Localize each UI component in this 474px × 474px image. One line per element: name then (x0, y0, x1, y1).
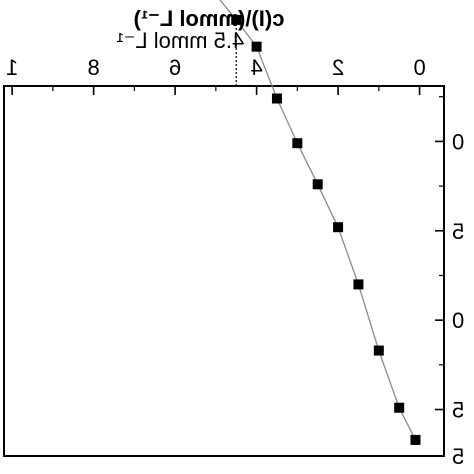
data-point-marker (373, 345, 384, 356)
data-point-marker (394, 402, 405, 413)
x-tick-label: 4 (250, 55, 262, 80)
mirrored-chart-group: 0 2 4 6 8 1 5 0 5 0 5 4.5 mmol L⁻¹ c(I)\(mmol L⁻¹… (3, 0, 464, 469)
y-tick-label: 0 (452, 308, 464, 333)
x-tick-label: 1 (6, 55, 18, 80)
annotation-label: 4.5 mmol L⁻¹ (116, 28, 244, 53)
x-axis-ticks: 0 2 4 6 8 1 (6, 55, 426, 95)
x-tick-label: 0 (413, 55, 425, 80)
data-point-marker (333, 222, 344, 233)
x-tick-label: 8 (88, 55, 100, 80)
y-tick-label: 5 (452, 398, 464, 423)
x-tick-label: 6 (169, 55, 181, 80)
y-tick-label: 5 (452, 444, 464, 469)
y-axis-ticks: 5 0 5 0 5 (435, 96, 464, 469)
y-tick-label: 0 (452, 129, 464, 154)
data-point-marker (251, 41, 262, 52)
series-line (219, 0, 417, 441)
data-point-marker (353, 279, 364, 290)
data-point-marker (312, 179, 323, 190)
axis-titles: c(I)\(mmol L⁻¹) (134, 6, 285, 31)
data-point-marker (292, 138, 303, 149)
data-point-marker (410, 434, 421, 445)
data-series (219, 0, 421, 445)
plot-frame (3, 85, 445, 457)
data-point-marker (231, 14, 242, 25)
y-tick-label: 5 (452, 219, 464, 244)
x-tick-label: 2 (332, 55, 344, 80)
data-point-marker (271, 93, 282, 104)
x-axis-title: c(I)\(mmol L⁻¹) (134, 6, 285, 31)
annotation-group: 4.5 mmol L⁻¹ (116, 19, 244, 86)
plot-border (3, 85, 445, 457)
